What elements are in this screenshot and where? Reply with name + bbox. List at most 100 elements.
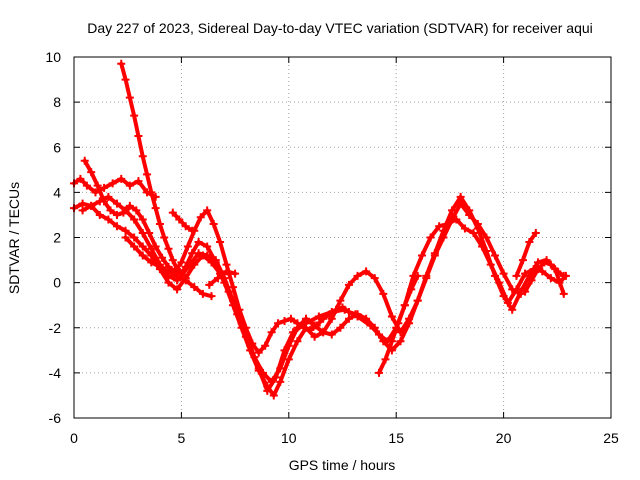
data-point	[207, 258, 216, 267]
data-point	[143, 170, 152, 179]
data-point	[351, 310, 360, 319]
data-point	[130, 111, 139, 120]
data-point	[119, 208, 128, 217]
data-point	[130, 233, 139, 242]
data-point	[413, 296, 422, 305]
data-point	[196, 213, 205, 222]
y-tick-label: 6	[53, 139, 61, 155]
data-point	[379, 337, 388, 346]
data-point	[559, 289, 568, 298]
data-point	[426, 233, 435, 242]
data-point	[284, 355, 293, 364]
data-point	[405, 319, 414, 328]
data-point	[134, 131, 143, 140]
data-point	[344, 307, 353, 316]
data-point	[293, 337, 302, 346]
data-point	[284, 341, 293, 350]
data-point	[151, 242, 160, 251]
data-point	[80, 156, 89, 165]
data-point	[188, 249, 197, 258]
data-point	[181, 222, 190, 231]
data-point	[108, 179, 117, 188]
data-point	[164, 244, 173, 253]
data-point	[353, 271, 362, 280]
y-tick-label: 2	[53, 230, 61, 246]
data-point	[213, 274, 222, 283]
data-point	[362, 314, 371, 323]
data-point	[82, 181, 91, 190]
series-sat-d	[70, 174, 160, 201]
data-point	[91, 188, 100, 197]
data-point	[194, 238, 203, 247]
data-point	[396, 337, 405, 346]
data-point	[338, 303, 347, 312]
data-point	[482, 247, 491, 256]
y-tick-label: 4	[53, 184, 61, 200]
data-point	[78, 206, 87, 215]
x-tick-label: 5	[178, 430, 186, 446]
data-point	[413, 271, 422, 280]
data-point	[299, 323, 308, 332]
series-sat-j	[375, 271, 422, 377]
data-point	[121, 233, 130, 242]
data-point	[198, 251, 207, 260]
series-sat-g	[168, 208, 197, 235]
data-point	[175, 215, 184, 224]
data-point	[460, 224, 469, 233]
data-point	[250, 353, 259, 362]
data-point	[104, 192, 113, 201]
data-point	[173, 285, 182, 294]
series-sat-k	[512, 228, 540, 280]
data-point	[100, 183, 109, 192]
data-point	[173, 271, 182, 280]
data-point	[482, 233, 491, 242]
data-point	[224, 287, 233, 296]
data-point	[160, 233, 169, 242]
data-point	[151, 204, 160, 213]
data-point	[168, 208, 177, 217]
data-point	[525, 238, 534, 247]
data-point	[222, 260, 231, 269]
data-point	[508, 305, 517, 314]
data-point	[203, 242, 212, 251]
data-point	[78, 199, 87, 208]
series-line	[207, 269, 238, 287]
data-point	[87, 201, 96, 210]
data-point	[327, 314, 336, 323]
data-point	[439, 226, 448, 235]
data-point	[138, 215, 147, 224]
data-point	[209, 219, 218, 228]
data-point	[332, 305, 341, 314]
data-point	[147, 244, 156, 253]
data-point	[145, 228, 154, 237]
data-point	[183, 242, 192, 251]
data-point	[344, 314, 353, 323]
data-point	[138, 251, 147, 260]
data-point	[164, 267, 173, 276]
data-point	[325, 310, 334, 319]
data-point	[188, 226, 197, 235]
data-point	[138, 242, 147, 251]
data-point	[177, 258, 186, 267]
data-point	[370, 323, 379, 332]
data-point	[231, 269, 240, 278]
data-point	[531, 228, 540, 237]
data-point	[499, 292, 508, 301]
data-point	[168, 256, 177, 265]
data-point	[207, 292, 216, 301]
data-point	[155, 262, 164, 271]
data-point	[518, 256, 527, 265]
data-point	[301, 314, 310, 323]
data-point	[132, 206, 141, 215]
data-point	[362, 267, 371, 276]
data-point	[125, 181, 134, 190]
data-point	[130, 215, 139, 224]
data-point	[261, 341, 270, 350]
data-point	[312, 321, 321, 330]
data-point	[336, 323, 345, 332]
data-point	[205, 280, 214, 289]
data-point	[117, 174, 126, 183]
data-point	[306, 326, 315, 335]
